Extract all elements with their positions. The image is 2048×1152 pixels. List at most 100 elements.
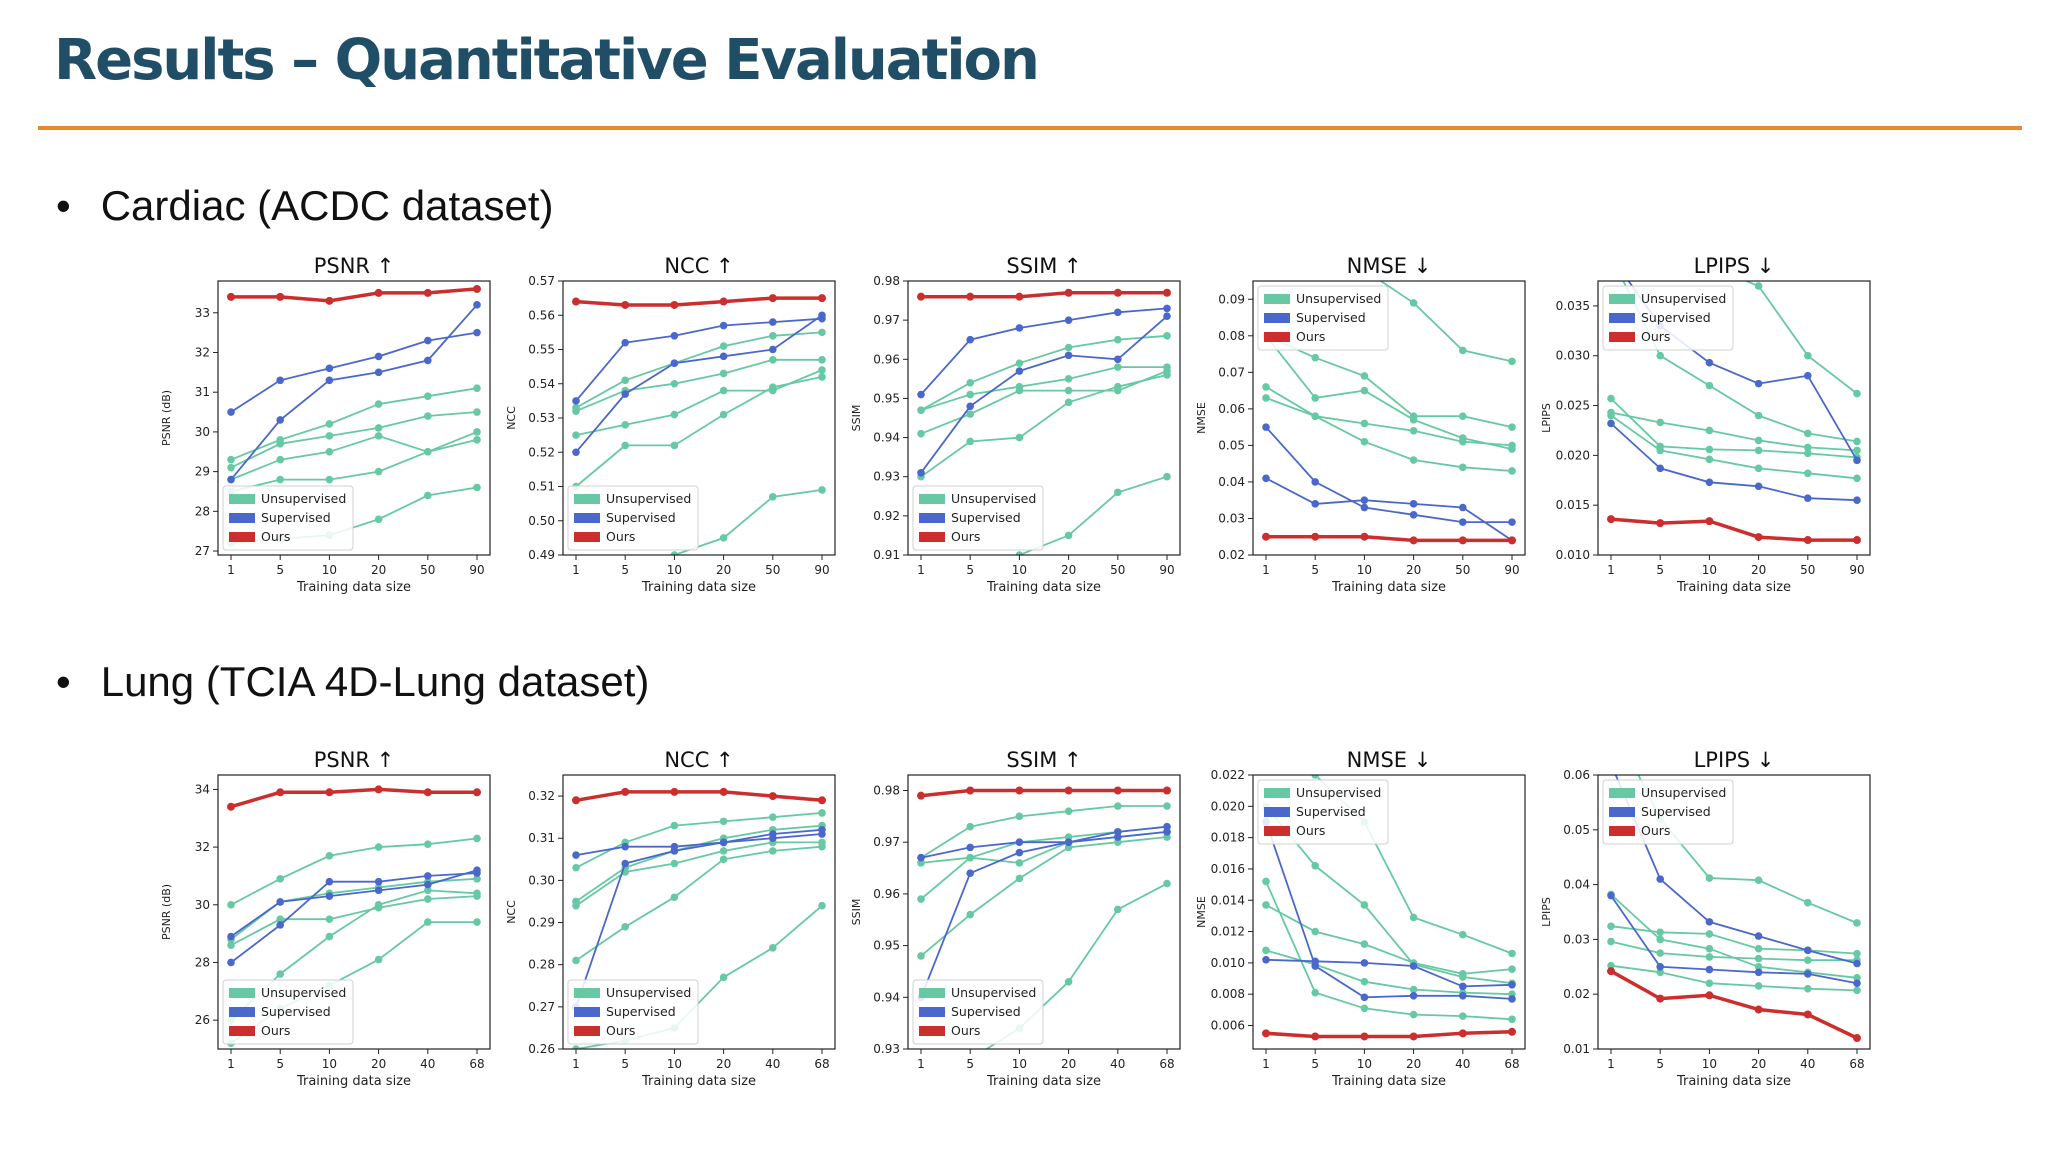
data-point-unsupervised [1853, 437, 1861, 446]
x-tick-label: 68 [1849, 1057, 1864, 1071]
chart-title: LPIPS ↓ [1694, 748, 1775, 772]
data-point-unsupervised [325, 420, 334, 428]
plot-frame [562, 774, 836, 1050]
series-group [917, 786, 1171, 1049]
data-point-unsupervised [473, 428, 481, 436]
legend-swatch [919, 513, 945, 523]
data-point-unsupervised [966, 378, 974, 387]
x-tick-label: 1 [227, 1057, 235, 1071]
data-point-unsupervised [1607, 252, 1615, 260]
plot-frame [907, 280, 1181, 556]
data-point-unsupervised [1114, 905, 1122, 914]
data-point-supervised [1459, 991, 1467, 1000]
series-line-unsupervised [575, 369, 823, 436]
data-point-supervised [1409, 500, 1418, 508]
data-point-unsupervised [1015, 859, 1024, 867]
data-point-unsupervised [1360, 437, 1369, 446]
data-point-supervised [1656, 963, 1664, 971]
legend-label: Ours [1641, 823, 1670, 838]
series-line-ours [575, 296, 822, 307]
data-point-unsupervised [1360, 419, 1369, 428]
data-point-unsupervised [1607, 394, 1615, 403]
data-point-unsupervised [1459, 346, 1467, 355]
data-point-supervised [1262, 423, 1270, 431]
data-point-unsupervised [1705, 930, 1714, 938]
series-line-unsupervised [984, 882, 1168, 1049]
data-point-supervised [1804, 946, 1812, 955]
chart-title: NCC ↑ [664, 254, 733, 278]
data-point-unsupervised [1311, 353, 1319, 362]
data-point-ours [719, 297, 728, 306]
data-point-unsupervised [1459, 930, 1467, 939]
data-point-ours [1705, 517, 1714, 526]
x-tick-label: 1 [1262, 563, 1270, 577]
data-point-unsupervised [1409, 299, 1418, 307]
data-point-supervised [621, 842, 629, 851]
x-tick-label: 90 [814, 563, 829, 577]
y-axis-label: LPIPS [1540, 897, 1553, 927]
legend: Unsupervised Supervised Ours [912, 485, 1044, 551]
x-tick-label: 68 [1159, 1057, 1174, 1071]
legend-label: Supervised [606, 1004, 676, 1019]
x-tick-label: 20 [1751, 563, 1766, 577]
data-point-unsupervised [670, 441, 679, 450]
x-tick-label: 90 [469, 563, 484, 577]
legend-box [1602, 779, 1734, 845]
data-point-unsupervised [1705, 455, 1714, 464]
x-axis-label: Training data size [641, 1074, 756, 1089]
data-point-unsupervised [1853, 474, 1861, 483]
legend-label: Ours [1641, 329, 1670, 344]
y-tick-label: 0.014 [1211, 893, 1245, 907]
data-point-unsupervised [1804, 443, 1812, 452]
data-point-unsupervised [1163, 472, 1171, 481]
data-point-unsupervised [966, 822, 974, 831]
data-point-supervised [1015, 324, 1024, 332]
y-tick-label: 0.04 [1218, 475, 1245, 489]
data-point-supervised [1853, 979, 1861, 988]
y-tick-label: 0.30 [528, 873, 555, 887]
data-point-unsupervised [1754, 876, 1763, 885]
legend: Unsupervised Supervised Ours [567, 979, 699, 1045]
series-line-ours [575, 790, 823, 803]
legend-swatch [229, 494, 255, 504]
data-point-unsupervised [374, 843, 383, 851]
plot-frame [1252, 280, 1526, 556]
x-tick-label: 10 [1357, 1057, 1372, 1071]
data-point-supervised [1311, 478, 1319, 486]
data-point-supervised [1754, 379, 1763, 388]
x-tick-label: 1 [917, 563, 925, 577]
bullet-dot-icon: • [56, 658, 71, 705]
data-point-supervised [424, 356, 432, 365]
data-point-unsupervised [1114, 802, 1122, 810]
data-point-unsupervised [1064, 343, 1073, 352]
chart-title: PSNR ↑ [314, 254, 395, 278]
x-tick-label: 5 [966, 1057, 974, 1071]
data-point-supervised [1705, 918, 1714, 926]
legend-swatch [1264, 788, 1290, 798]
data-point-unsupervised [227, 941, 235, 949]
legend-swatch [919, 494, 945, 504]
data-point-supervised [1754, 968, 1763, 977]
x-tick-label: 20 [1751, 1057, 1766, 1071]
data-point-unsupervised [374, 432, 383, 440]
data-point-supervised [1163, 304, 1171, 313]
data-point-ours [1262, 532, 1270, 541]
data-point-supervised [1015, 367, 1024, 375]
legend-label: Supervised [261, 510, 331, 525]
series-line-supervised [230, 331, 478, 413]
y-tick-label: 32 [195, 840, 210, 854]
data-point-unsupervised [1360, 386, 1369, 395]
data-point-unsupervised [1409, 1010, 1418, 1019]
data-point-unsupervised [572, 956, 580, 965]
legend-swatch [574, 532, 600, 542]
legend-swatch [919, 988, 945, 998]
data-point-unsupervised [917, 590, 925, 598]
data-point-supervised [917, 853, 925, 862]
data-point-unsupervised [818, 373, 826, 381]
data-point-unsupervised [917, 895, 925, 903]
data-point-ours [1113, 288, 1122, 297]
data-point-unsupervised [572, 431, 580, 439]
data-point-supervised [1754, 482, 1763, 491]
legend: Unsupervised Supervised Ours [222, 485, 354, 551]
